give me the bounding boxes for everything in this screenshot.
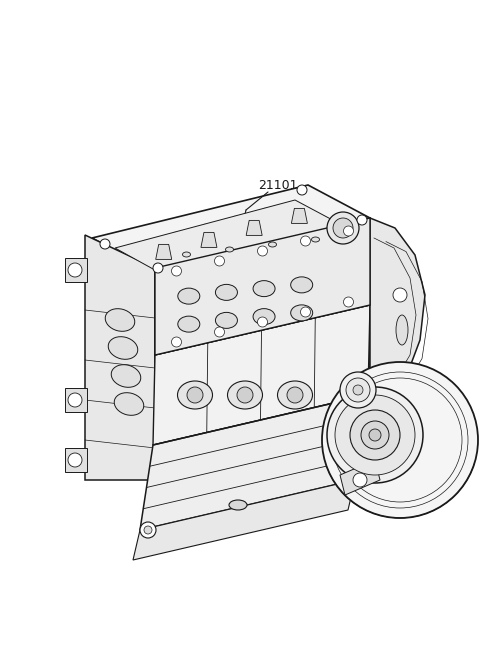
Circle shape xyxy=(187,387,203,403)
Circle shape xyxy=(100,239,110,249)
Ellipse shape xyxy=(277,381,312,409)
Circle shape xyxy=(369,429,381,441)
Circle shape xyxy=(393,288,407,302)
Circle shape xyxy=(327,212,359,244)
Circle shape xyxy=(171,266,181,276)
Ellipse shape xyxy=(111,365,141,387)
Polygon shape xyxy=(92,185,370,271)
Circle shape xyxy=(215,327,225,337)
Ellipse shape xyxy=(216,284,238,300)
Circle shape xyxy=(68,263,82,277)
Ellipse shape xyxy=(228,381,263,409)
Polygon shape xyxy=(246,220,262,236)
Polygon shape xyxy=(340,460,380,495)
Polygon shape xyxy=(291,209,307,224)
Circle shape xyxy=(257,246,267,256)
Circle shape xyxy=(140,522,156,538)
Ellipse shape xyxy=(182,252,191,257)
Polygon shape xyxy=(65,258,87,282)
Circle shape xyxy=(357,215,367,225)
Circle shape xyxy=(300,307,311,317)
Polygon shape xyxy=(140,395,368,530)
Ellipse shape xyxy=(114,393,144,415)
Ellipse shape xyxy=(108,337,138,359)
Circle shape xyxy=(171,337,181,347)
Circle shape xyxy=(153,263,163,273)
Circle shape xyxy=(353,473,367,487)
Polygon shape xyxy=(85,235,155,480)
Ellipse shape xyxy=(229,500,247,510)
Text: 21101: 21101 xyxy=(258,179,298,192)
Ellipse shape xyxy=(105,309,135,331)
Circle shape xyxy=(346,378,370,402)
Ellipse shape xyxy=(178,316,200,332)
Circle shape xyxy=(237,387,253,403)
Circle shape xyxy=(327,387,423,483)
Ellipse shape xyxy=(268,242,276,247)
Polygon shape xyxy=(153,305,370,445)
Circle shape xyxy=(333,218,353,238)
Ellipse shape xyxy=(291,305,312,321)
Ellipse shape xyxy=(312,237,320,242)
Circle shape xyxy=(68,393,82,407)
Polygon shape xyxy=(201,232,217,247)
Circle shape xyxy=(350,410,400,460)
Circle shape xyxy=(335,395,415,475)
Circle shape xyxy=(68,453,82,467)
Polygon shape xyxy=(115,200,355,280)
Circle shape xyxy=(300,236,311,246)
Polygon shape xyxy=(156,245,172,259)
Ellipse shape xyxy=(178,288,200,304)
Circle shape xyxy=(287,387,303,403)
Circle shape xyxy=(297,185,307,195)
Polygon shape xyxy=(65,388,87,412)
Circle shape xyxy=(353,385,363,395)
Polygon shape xyxy=(65,448,87,472)
Circle shape xyxy=(340,372,376,408)
Polygon shape xyxy=(133,480,355,560)
Ellipse shape xyxy=(253,308,275,325)
Ellipse shape xyxy=(396,315,408,345)
Ellipse shape xyxy=(226,247,233,252)
Polygon shape xyxy=(155,218,370,355)
Ellipse shape xyxy=(216,312,238,329)
Ellipse shape xyxy=(291,277,312,293)
Ellipse shape xyxy=(178,381,213,409)
Polygon shape xyxy=(155,218,370,460)
Circle shape xyxy=(344,297,353,307)
Circle shape xyxy=(361,421,389,449)
Ellipse shape xyxy=(253,281,275,297)
Circle shape xyxy=(144,526,152,534)
Polygon shape xyxy=(370,218,425,405)
Circle shape xyxy=(344,226,353,236)
Circle shape xyxy=(257,317,267,327)
Circle shape xyxy=(322,362,478,518)
Circle shape xyxy=(215,256,225,266)
